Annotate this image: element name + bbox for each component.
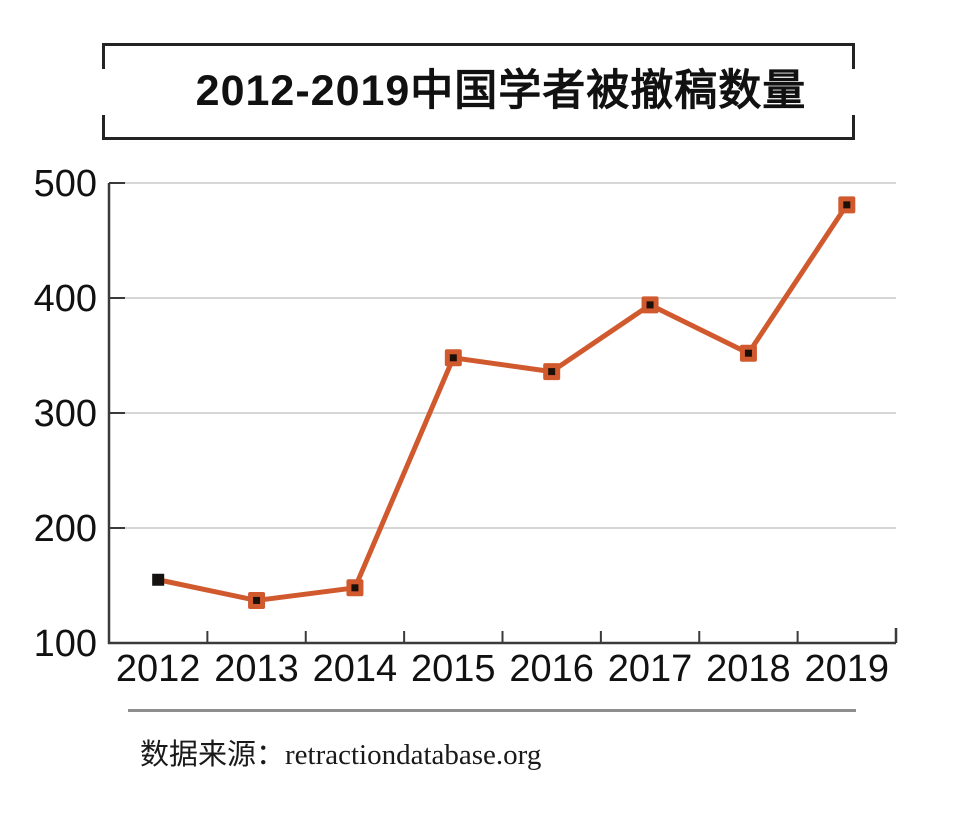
x-tick-label-2014: 2014 (313, 648, 398, 690)
source-divider (128, 709, 856, 712)
y-tick-label-400: 400 (34, 278, 97, 320)
data-point-marker-2012 (152, 573, 165, 586)
data-point-marker-center-2018 (744, 349, 752, 357)
x-tick-label-2016: 2016 (509, 648, 594, 690)
x-tick-label-2013: 2013 (214, 648, 299, 690)
series-line (155, 202, 850, 603)
x-tick-label-2018: 2018 (706, 648, 791, 690)
data-point-marker-center-2019 (843, 201, 851, 209)
x-tick-label-2019: 2019 (805, 648, 890, 690)
title-box: 2012-2019中国学者被撤稿数量 (100, 43, 857, 140)
y-tick-label-100: 100 (34, 623, 97, 665)
title-box-border-gap-right (850, 69, 857, 115)
y-tick-label-200: 200 (34, 508, 97, 550)
x-tick-label-2017: 2017 (608, 648, 693, 690)
data-point-marker-center-2017 (646, 301, 654, 309)
data-point-marker-center-2013 (253, 596, 261, 604)
y-tick-label-300: 300 (34, 393, 97, 435)
data-point-marker-center-2016 (548, 368, 556, 376)
data-point-marker-center-2015 (449, 354, 457, 362)
x-tick-label-2012: 2012 (116, 648, 201, 690)
y-tick-label-500: 500 (34, 163, 97, 205)
chart-title: 2012-2019中国学者被撤稿数量 (195, 67, 807, 115)
data-source-text: 数据来源：retractiondatabase.org (140, 739, 542, 771)
title-box-border-gap-left (100, 69, 107, 115)
data-point-marker-center-2014 (351, 584, 359, 592)
x-tick-label-2015: 2015 (411, 648, 496, 690)
